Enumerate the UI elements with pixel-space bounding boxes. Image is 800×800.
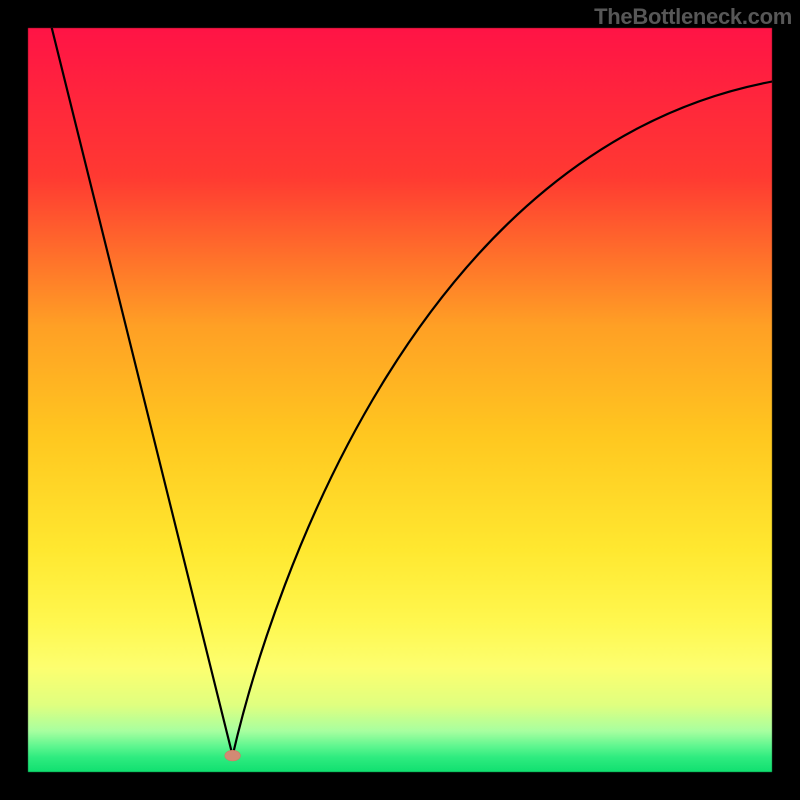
bottleneck-curve bbox=[48, 13, 772, 756]
bottleneck-chart: TheBottleneck.com bbox=[0, 0, 800, 800]
optimal-point-marker bbox=[225, 750, 241, 761]
chart-curve-layer bbox=[0, 0, 800, 800]
